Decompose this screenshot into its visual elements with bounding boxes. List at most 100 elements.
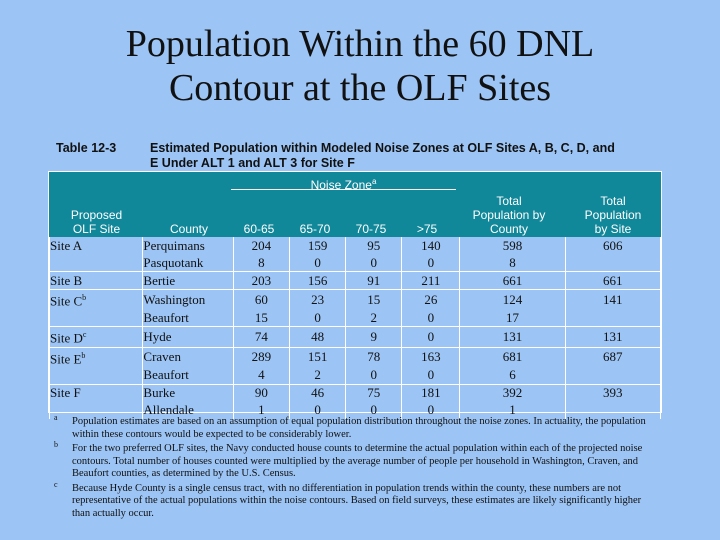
site-total-cell [564,254,662,272]
county-cell: Washington [142,289,234,310]
header-total-by-site: Total Population by Site [584,194,642,236]
zone-70-75-cell: 15 [345,289,403,310]
slide-title-line-1: Population Within the 60 DNL [125,23,595,65]
site-note-mark: b [82,293,87,302]
zone-gt-75-cell: 0 [401,366,461,385]
site-note-mark: b [81,350,86,360]
footnote-a: a Population estimates are based on an a… [48,413,648,441]
site-cell [48,401,144,419]
header-zone-60-65: 60-65 [243,222,275,236]
zone-70-75-cell: 9 [345,326,403,348]
table-row: Site Cb Washington 60 23 15 26 124 141 [48,289,662,310]
zone-60-65-cell: 90 [232,383,291,402]
footnote-text: Because Hyde County is a single census t… [72,482,642,519]
table-row: Site Dc Hyde 74 48 9 0 131 131 [48,326,662,348]
county-total-cell: 17 [459,309,566,327]
table-row: Beaufort 4 2 0 0 6 [48,366,662,385]
table-row: Beaufort 15 0 2 0 17 [48,309,662,327]
zone-70-75-cell: 95 [345,237,403,254]
noise-zone-rule [231,189,456,190]
zone-60-65-cell: 8 [232,254,291,272]
county-cell: Beaufort [142,366,234,385]
table-row: Site Eb Craven 289 151 78 163 681 687 [48,346,662,367]
footnote-mark: b [54,440,58,449]
site-cell [48,309,144,327]
zone-65-70-cell: 151 [288,346,347,367]
zone-65-70-cell: 156 [288,271,347,290]
site-total-cell: 393 [564,383,662,402]
site-note-mark: c [82,330,87,340]
table-row: Pasquotank 8 0 0 0 8 [48,254,662,272]
table-row: Allendale 1 0 0 0 1 [48,401,662,419]
zone-60-65-cell: 4 [232,366,291,385]
site-total-cell [564,309,662,327]
county-cell: Beaufort [142,309,234,327]
zone-gt-75-cell: 140 [401,237,461,254]
zone-60-65-cell: 15 [232,309,291,327]
county-total-cell: 8 [459,254,566,272]
county-cell: Bertie [142,271,234,290]
zone-70-75-cell: 0 [345,254,403,272]
footnote-c: c Because Hyde County is a single census… [48,480,648,521]
footnote-text: Population estimates are based on an ass… [72,416,646,440]
zone-70-75-cell: 0 [345,366,403,385]
site-cell [48,254,144,272]
table-header: Noise Zonea Proposed OLF Site County 60-… [49,172,661,237]
county-total-cell: 392 [459,383,566,402]
site-cell: Site Dc [48,326,144,348]
county-total-cell: 681 [459,346,566,367]
site-total-cell: 606 [564,237,662,254]
zone-60-65-cell: 74 [232,326,291,348]
county-total-cell: 598 [459,237,566,254]
table-body: Site A Perquimans 204 159 95 140 598 606 Pasquot… [48,237,662,419]
site-cell: Site A [48,237,144,254]
zone-70-75-cell: 91 [345,271,403,290]
site-total-cell: 687 [564,346,662,367]
table-row: Site A Perquimans 204 159 95 140 598 606 [48,237,662,254]
header-proposed-olf-site: Proposed OLF Site [70,208,123,236]
zone-70-75-cell: 75 [345,383,403,402]
zone-65-70-cell: 48 [288,326,347,348]
site-total-cell: 131 [564,326,662,348]
header-county: County [169,222,209,236]
county-cell: Burke [142,383,234,402]
county-total-cell: 661 [459,271,566,290]
zone-gt-75-cell: 0 [401,309,461,327]
site-total-cell [564,401,662,419]
zone-65-70-cell: 159 [288,237,347,254]
county-total-cell: 124 [459,289,566,310]
header-zone-65-70: 65-70 [299,222,331,236]
county-total-cell: 131 [459,326,566,348]
zone-gt-75-cell: 163 [401,346,461,367]
zone-gt-75-cell: 0 [401,254,461,272]
zone-gt-75-cell: 26 [401,289,461,310]
site-cell: Site Cb [48,289,144,310]
zone-60-65-cell: 204 [232,237,291,254]
footnotes: a Population estimates are based on an a… [48,413,648,522]
header-total-by-county: Total Population by County [472,194,546,236]
table-row: Site F Burke 90 46 75 181 392 393 [48,383,662,402]
zone-60-65-cell: 289 [232,346,291,367]
header-noise-zone: Noise Zonea [310,177,377,192]
zone-65-70-cell: 23 [288,289,347,310]
zone-70-75-cell: 2 [345,309,403,327]
county-cell: Pasquotank [142,254,234,272]
site-cell: Site Eb [48,346,144,367]
table-caption: Estimated Population within Modeled Nois… [150,141,615,170]
county-cell: Allendale [142,401,234,419]
zone-65-70-cell: 0 [288,401,347,419]
footnote-b: b For the two preferred OLF sites, the N… [48,440,648,481]
county-cell: Perquimans [142,237,234,254]
table-row: Site B Bertie 203 156 91 211 661 661 [48,271,662,290]
site-total-cell [564,366,662,385]
zone-65-70-cell: 46 [288,383,347,402]
county-cell: Craven [142,346,234,367]
zone-60-65-cell: 203 [232,271,291,290]
header-noise-zone-note: a [371,177,377,186]
header-zone-70-75: 70-75 [355,222,387,236]
zone-gt-75-cell: 181 [401,383,461,402]
zone-70-75-cell: 78 [345,346,403,367]
site-total-cell: 141 [564,289,662,310]
slide-title: Population Within the 60 DNL Contour at … [0,22,720,110]
zone-65-70-cell: 0 [288,254,347,272]
